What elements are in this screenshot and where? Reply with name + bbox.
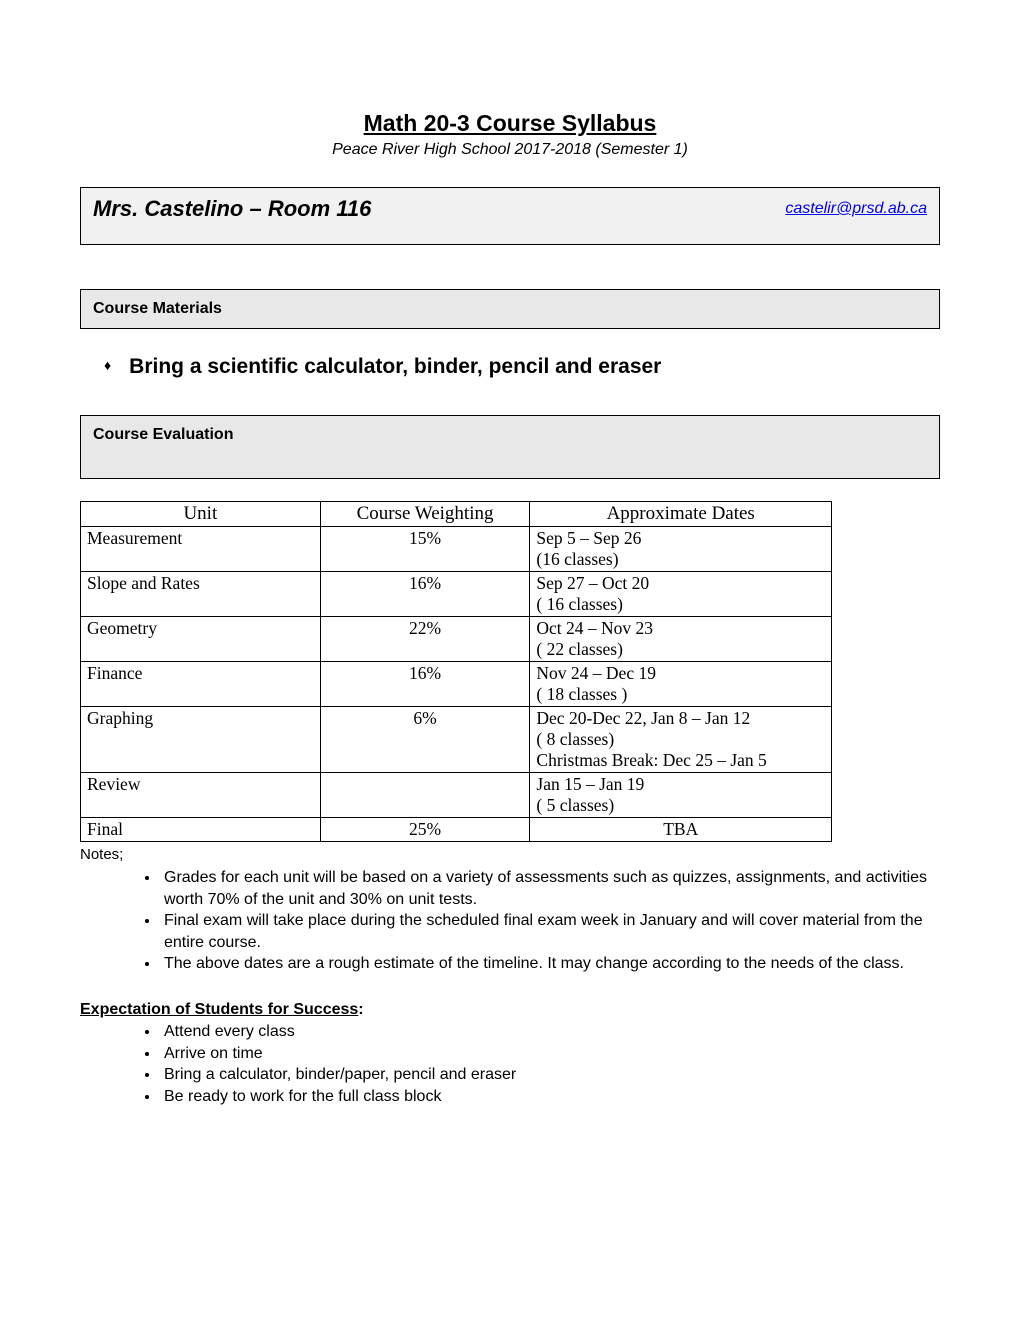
col-dates: Approximate Dates [530, 502, 832, 527]
table-header-row: Unit Course Weighting Approximate Dates [81, 502, 832, 527]
cell-unit: Final [81, 818, 321, 842]
table-row: Slope and Rates16%Sep 27 – Oct 20( 16 cl… [81, 572, 832, 617]
cell-weight: 25% [320, 818, 530, 842]
section-heading-materials: Course Materials [80, 289, 940, 329]
cell-dates: Oct 24 – Nov 23( 22 classes) [530, 617, 832, 662]
evaluation-table-body: Measurement15%Sep 5 – Sep 26(16 classes)… [81, 527, 832, 842]
list-item: Grades for each unit will be based on a … [160, 867, 940, 910]
cell-weight: 6% [320, 707, 530, 773]
cell-unit: Review [81, 773, 321, 818]
cell-weight [320, 773, 530, 818]
cell-dates: Sep 27 – Oct 20( 16 classes) [530, 572, 832, 617]
cell-weight: 16% [320, 572, 530, 617]
teacher-header-box: Mrs. Castelino – Room 116 castelir@prsd.… [80, 187, 940, 245]
expectations-heading: Expectation of Students for Success: [80, 1001, 940, 1019]
notes-list: Grades for each unit will be based on a … [80, 867, 940, 975]
table-row: Finance16%Nov 24 – Dec 19( 18 classes ) [81, 662, 832, 707]
cell-weight: 22% [320, 617, 530, 662]
table-row: Geometry22%Oct 24 – Nov 23( 22 classes) [81, 617, 832, 662]
notes-label: Notes; [80, 846, 940, 863]
list-item: The above dates are a rough estimate of … [160, 953, 940, 975]
page-title: Math 20-3 Course Syllabus [80, 110, 940, 137]
cell-unit: Finance [81, 662, 321, 707]
cell-unit: Graphing [81, 707, 321, 773]
col-weighting: Course Weighting [320, 502, 530, 527]
section-heading-evaluation: Course Evaluation [80, 415, 940, 479]
cell-dates: TBA [530, 818, 832, 842]
page-subtitle: Peace River High School 2017-2018 (Semes… [80, 141, 940, 159]
table-row: Final25%TBA [81, 818, 832, 842]
title-block: Math 20-3 Course Syllabus Peace River Hi… [80, 110, 940, 159]
cell-weight: 16% [320, 662, 530, 707]
evaluation-table: Unit Course Weighting Approximate Dates … [80, 501, 832, 842]
expectations-heading-text: Expectation of Students for Success [80, 1001, 358, 1018]
table-row: Review Jan 15 – Jan 19( 5 classes) [81, 773, 832, 818]
expectations-list: Attend every classArrive on timeBring a … [80, 1021, 940, 1107]
cell-dates: Dec 20-Dec 22, Jan 8 – Jan 12( 8 classes… [530, 707, 832, 773]
cell-dates: Nov 24 – Dec 19( 18 classes ) [530, 662, 832, 707]
materials-text: Bring a scientific calculator, binder, p… [129, 355, 661, 379]
cell-unit: Geometry [81, 617, 321, 662]
list-item: Be ready to work for the full class bloc… [160, 1086, 940, 1108]
cell-weight: 15% [320, 527, 530, 572]
cell-unit: Slope and Rates [81, 572, 321, 617]
table-row: Measurement15%Sep 5 – Sep 26(16 classes) [81, 527, 832, 572]
expectations-heading-colon: : [358, 1001, 363, 1019]
cell-dates: Sep 5 – Sep 26(16 classes) [530, 527, 832, 572]
cell-dates: Jan 15 – Jan 19( 5 classes) [530, 773, 832, 818]
teacher-email-link[interactable]: castelir@prsd.ab.ca [785, 200, 927, 218]
table-row: Graphing6%Dec 20-Dec 22, Jan 8 – Jan 12(… [81, 707, 832, 773]
list-item: Attend every class [160, 1021, 940, 1043]
list-item: Bring a calculator, binder/paper, pencil… [160, 1064, 940, 1086]
teacher-room: Mrs. Castelino – Room 116 [93, 196, 371, 222]
list-item: Arrive on time [160, 1043, 940, 1065]
list-item: Final exam will take place during the sc… [160, 910, 940, 953]
cell-unit: Measurement [81, 527, 321, 572]
diamond-bullet-icon: ♦ [104, 360, 111, 374]
col-unit: Unit [81, 502, 321, 527]
materials-line: ♦ Bring a scientific calculator, binder,… [80, 355, 940, 379]
